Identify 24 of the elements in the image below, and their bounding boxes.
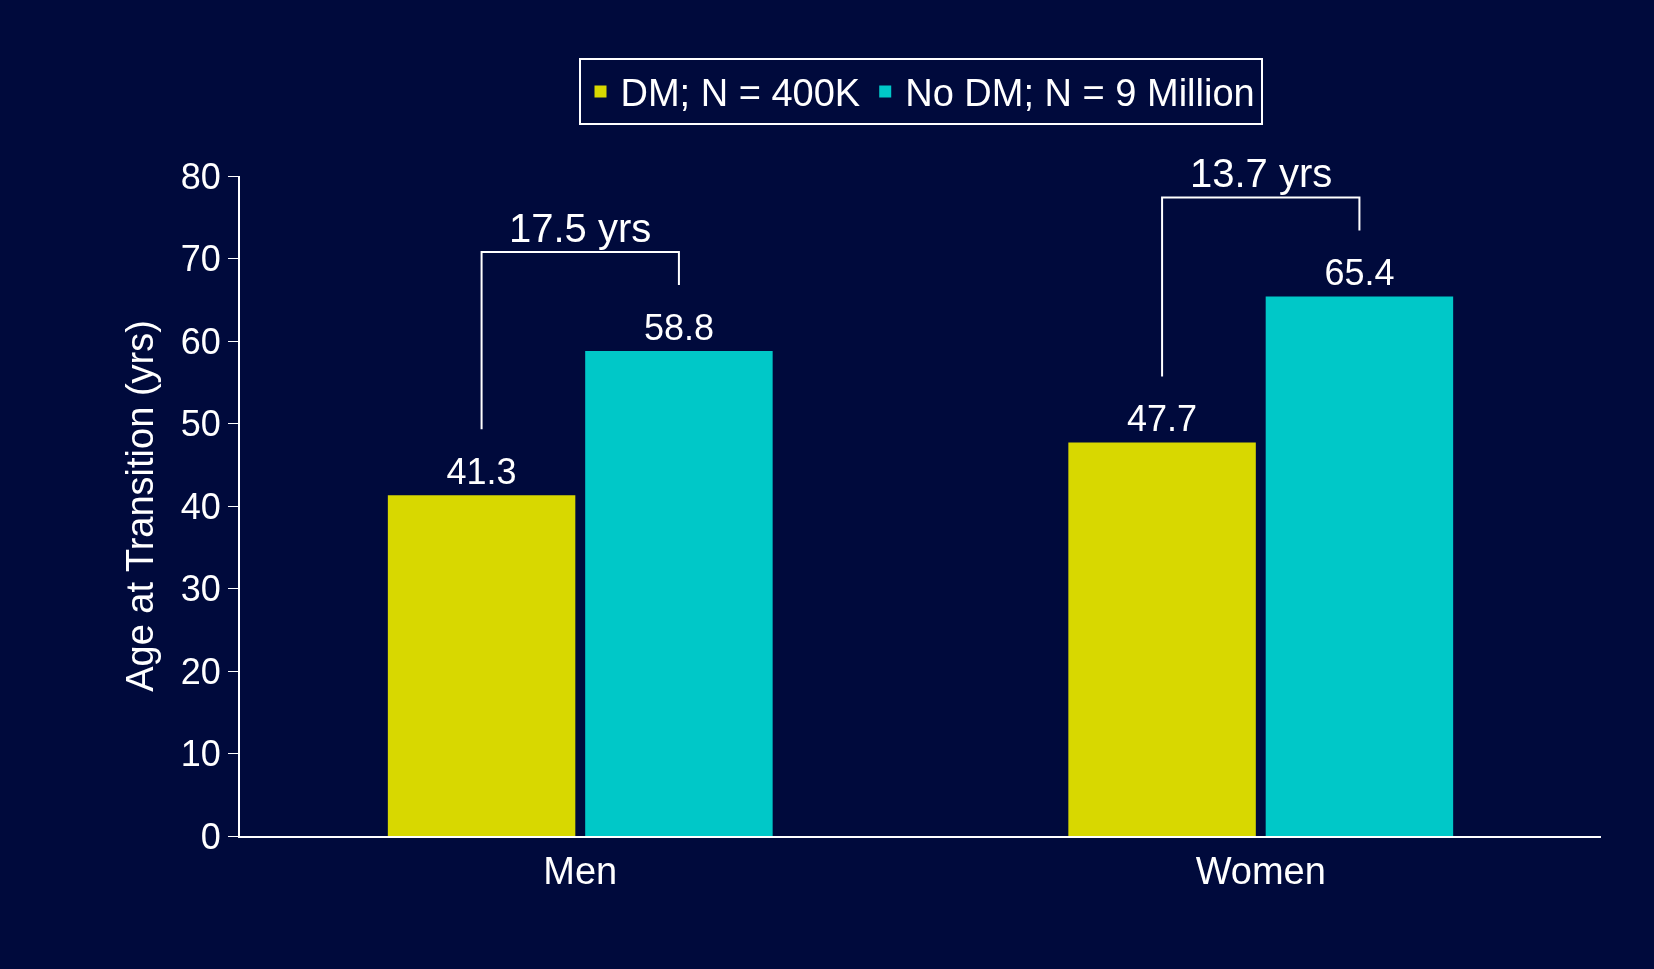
annotation: 17.5 yrs [509,206,652,250]
legend-label: No DM; N = 9 Million [905,72,1255,115]
bar [387,495,576,836]
data-label: 47.7 [1127,398,1198,440]
annotation: 13.7 yrs [1190,151,1333,195]
y-axis-title: Age at Transition (yrs) [119,320,162,692]
bar [1265,296,1454,836]
data-label: 65.4 [1324,252,1395,294]
legend-label: DM; N = 400K [620,72,861,115]
y-tick-label: 0 [200,815,221,857]
y-tick-label: 20 [180,650,221,692]
y-tick-label: 60 [180,320,221,362]
y-tick-label: 80 [180,155,221,197]
x-tick-label: Women [1195,849,1326,892]
bar [585,350,773,836]
y-tick-label: 50 [180,403,221,445]
data-label: 41.3 [446,451,517,493]
x-tick-label: Men [543,849,618,892]
y-tick-label: 30 [180,568,221,610]
data-label: 58.8 [643,306,714,348]
y-tick-label: 10 [180,733,221,775]
y-tick-label: 70 [180,238,221,280]
y-tick-label: 40 [180,485,221,527]
bar [1068,442,1256,836]
